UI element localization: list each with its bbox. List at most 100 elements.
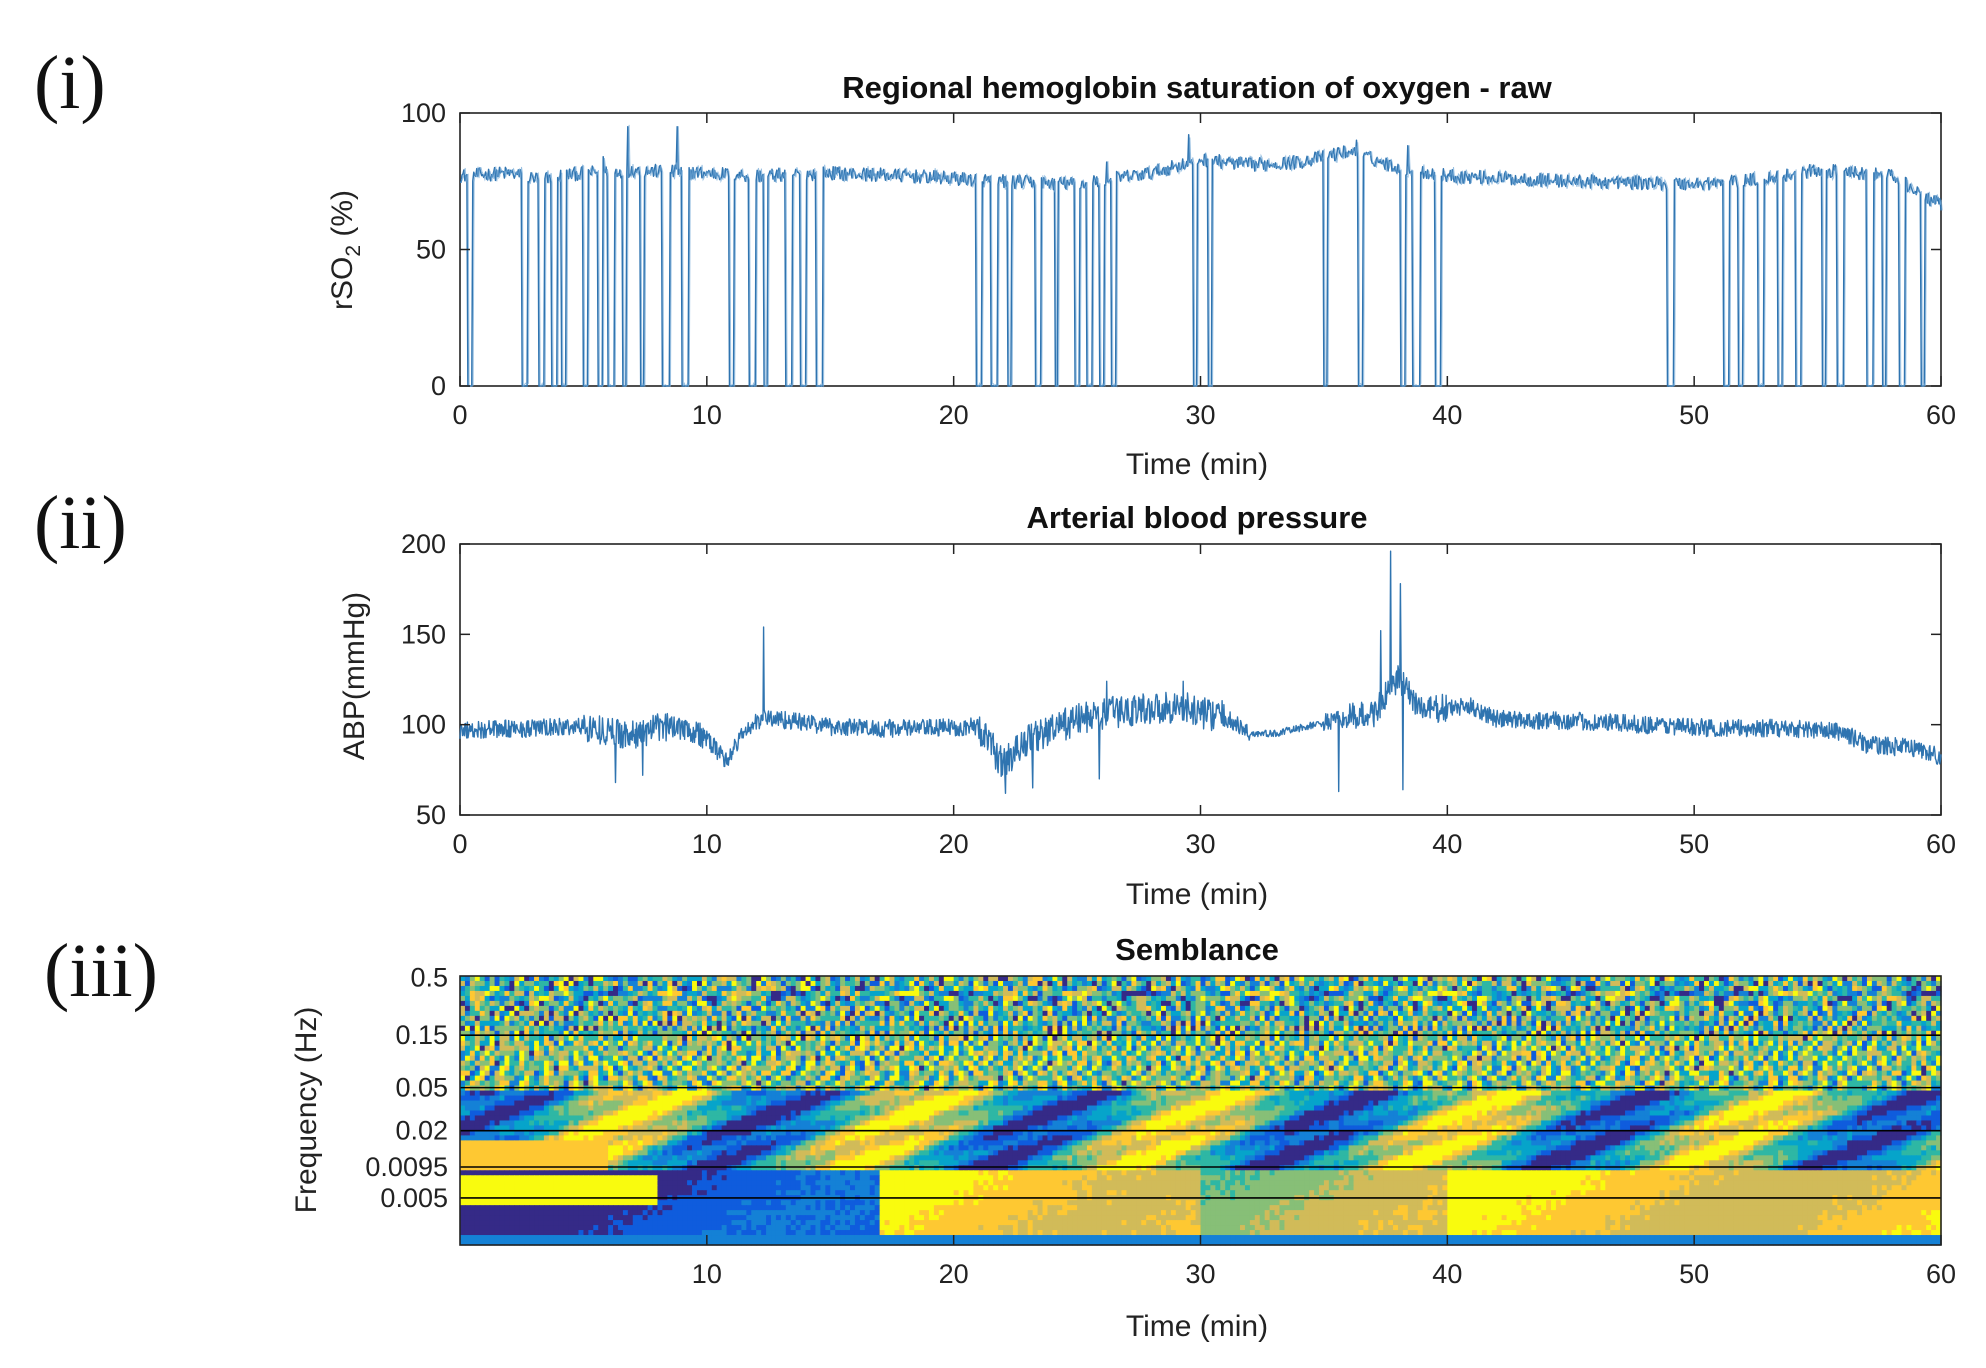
semblance-cell — [1803, 996, 1809, 1002]
semblance-cell — [534, 1036, 540, 1042]
semblance-cell — [1028, 1041, 1034, 1047]
semblance-cell — [514, 1016, 520, 1022]
semblance-cell — [1354, 996, 1360, 1002]
semblance-cell — [1551, 1051, 1557, 1057]
semblance-cell — [1546, 1001, 1552, 1007]
semblance-cell — [894, 991, 900, 997]
semblance-cell — [1008, 1011, 1014, 1017]
semblance-cell — [1625, 991, 1631, 997]
semblance-cell — [1033, 991, 1039, 997]
semblance-cell — [1739, 1006, 1745, 1012]
semblance-cell — [1536, 1046, 1542, 1052]
semblance-cell — [1265, 996, 1271, 1002]
semblance-cell — [574, 1011, 580, 1017]
semblance-cell — [1669, 976, 1675, 982]
semblance-cell — [1867, 996, 1873, 1002]
semblance-cell — [1166, 1026, 1172, 1032]
semblance-cell — [1413, 1051, 1419, 1057]
semblance-cell — [564, 981, 570, 987]
semblance-cell — [653, 1041, 659, 1047]
semblance-cell — [1467, 991, 1473, 997]
semblance-cell — [1615, 1001, 1621, 1007]
semblance-cell — [1931, 1026, 1937, 1032]
semblance-cell — [1892, 986, 1898, 992]
semblance-cell — [1294, 1051, 1300, 1057]
semblance-cell — [539, 1036, 545, 1042]
semblance-cell — [662, 976, 668, 982]
semblance-cell — [588, 1051, 594, 1057]
semblance-cell — [480, 981, 486, 987]
semblance-cell — [1309, 991, 1315, 997]
semblance-cell — [1620, 1051, 1626, 1057]
semblance-cell — [1097, 986, 1103, 992]
semblance-cell — [1753, 986, 1759, 992]
semblance-cell — [490, 986, 496, 992]
semblance-cell — [722, 1026, 728, 1032]
semblance-cell — [1679, 1036, 1685, 1042]
semblance-cell — [801, 1016, 807, 1022]
semblance-cell — [1131, 1041, 1137, 1047]
semblance-cell — [1842, 1046, 1848, 1052]
semblance-cell — [1087, 996, 1093, 1002]
semblance-cell — [1748, 1041, 1754, 1047]
semblance-cell — [1057, 1046, 1063, 1052]
semblance-cell — [1166, 1006, 1172, 1012]
semblance-cell — [623, 976, 629, 982]
semblance-cell — [1758, 1046, 1764, 1052]
semblance-cell — [1902, 1036, 1908, 1042]
semblance-cell — [924, 981, 930, 987]
semblance-cell — [1595, 1026, 1601, 1032]
semblance-cell — [1279, 981, 1285, 987]
semblance-cell — [697, 1036, 703, 1042]
semblance-cell — [1926, 1011, 1932, 1017]
semblance-cell — [1536, 991, 1542, 997]
semblance-cell — [1383, 981, 1389, 987]
semblance-cell — [1082, 986, 1088, 992]
semblance-cell — [1709, 996, 1715, 1002]
semblance-cell — [1872, 1046, 1878, 1052]
semblance-cell — [919, 1026, 925, 1032]
semblance-cell — [924, 1041, 930, 1047]
semblance-cell — [1813, 1026, 1819, 1032]
semblance-cell — [1225, 1006, 1231, 1012]
semblance-cell — [1561, 1026, 1567, 1032]
semblance-cell — [1739, 1041, 1745, 1047]
semblance-cell — [539, 1046, 545, 1052]
semblance-cell — [1556, 1026, 1562, 1032]
semblance-cell — [1477, 1021, 1483, 1027]
semblance-cell — [569, 1026, 575, 1032]
semblance-cell — [682, 981, 688, 987]
semblance-cell — [1102, 1026, 1108, 1032]
semblance-cell — [791, 1001, 797, 1007]
semblance-cell — [1595, 1001, 1601, 1007]
semblance-cell — [1837, 1036, 1843, 1042]
semblance-cell — [944, 996, 950, 1002]
semblance-cell — [1344, 1016, 1350, 1022]
semblance-cell — [811, 1056, 817, 1062]
semblance-cell — [1067, 986, 1073, 992]
semblance-cell — [1827, 996, 1833, 1002]
semblance-cell — [727, 996, 733, 1002]
semblance-cell — [1872, 991, 1878, 997]
semblance-cell — [1087, 1016, 1093, 1022]
semblance-cell — [1827, 1011, 1833, 1017]
semblance-cell — [1531, 1026, 1537, 1032]
semblance-cell — [1832, 1051, 1838, 1057]
semblance-cell — [1314, 1026, 1320, 1032]
semblance-cell — [662, 986, 668, 992]
semblance-cell — [1299, 1036, 1305, 1042]
semblance-cell — [1763, 1001, 1769, 1007]
semblance-cell — [667, 1056, 673, 1062]
semblance-cell — [746, 981, 752, 987]
semblance-cell — [593, 1046, 599, 1052]
semblance-cell — [1102, 1036, 1108, 1042]
semblance-cell — [904, 1026, 910, 1032]
semblance-cell — [1665, 981, 1671, 987]
semblance-cell — [1931, 976, 1937, 982]
semblance-cell — [648, 1016, 654, 1022]
semblance-cell — [593, 1001, 599, 1007]
semblance-cell — [1072, 1016, 1078, 1022]
semblance-cell — [1916, 1046, 1922, 1052]
semblance-cell — [1057, 986, 1063, 992]
semblance-cell — [529, 1016, 535, 1022]
